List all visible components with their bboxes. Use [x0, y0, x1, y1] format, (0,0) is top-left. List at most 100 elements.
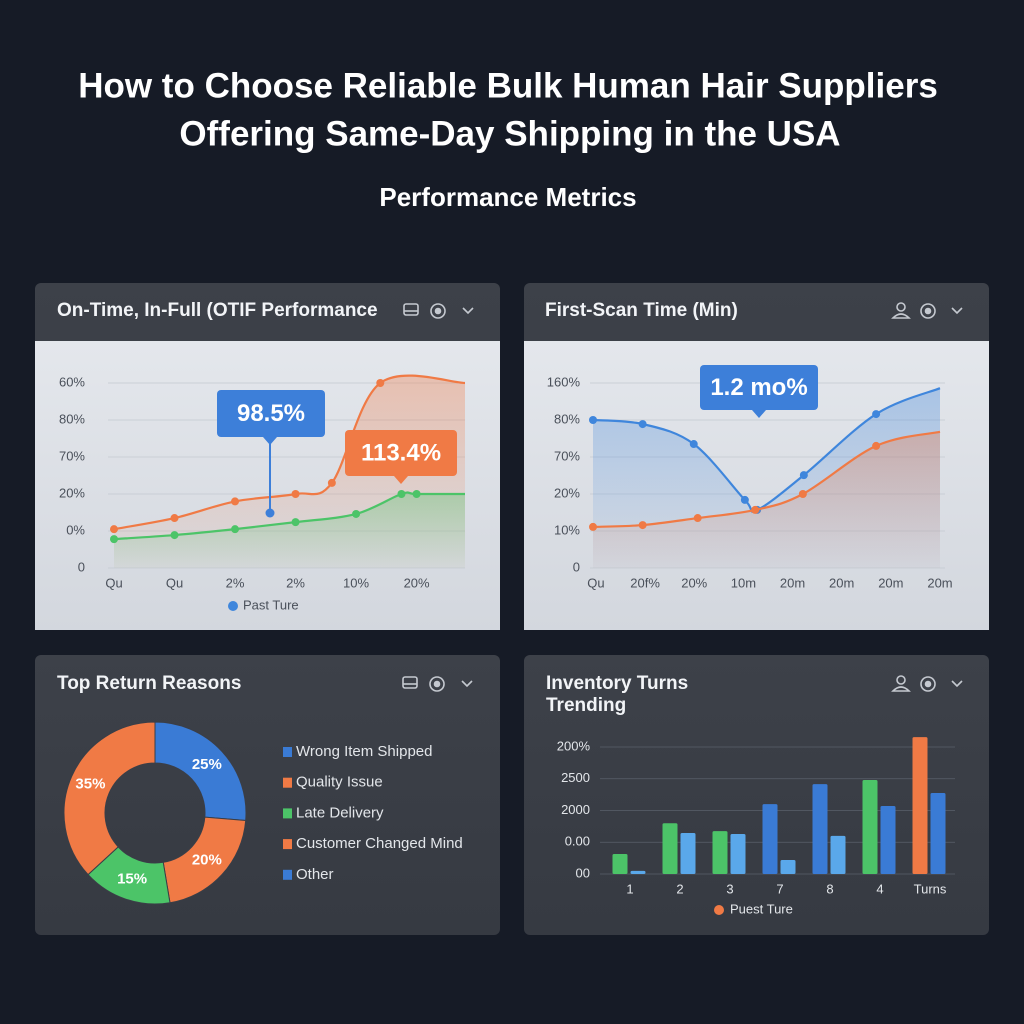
callout-box	[345, 430, 457, 476]
callout-dot	[265, 508, 275, 518]
y-tick-label: 0.00	[565, 834, 590, 849]
bar	[680, 833, 696, 874]
y-tick-label: 10%	[554, 522, 580, 537]
callout-pointer	[263, 437, 277, 445]
point	[110, 535, 118, 544]
x-tick-label: Qu	[105, 575, 122, 590]
point	[638, 420, 647, 429]
panel-title: On-Time, In-Full (OTIF Performance	[57, 300, 378, 321]
page-title: Offering Same-Day Shipping in the USA	[179, 114, 840, 153]
x-tick-label: 10m	[731, 575, 756, 590]
header-icons[interactable]	[891, 675, 963, 692]
callout-text: 98.5%	[237, 400, 305, 427]
panel-title: First-Scan Time (Min)	[545, 300, 738, 321]
y-tick-label: 00	[576, 865, 590, 880]
legend-swatch	[283, 777, 292, 788]
slice-label: 35%	[75, 776, 105, 793]
x-tick-label: Qu	[166, 575, 183, 590]
legend-label: Customer Changed Mind	[296, 835, 463, 852]
point	[638, 521, 647, 530]
callout-text: 1.2 mo%	[710, 374, 807, 401]
point	[740, 495, 749, 504]
point	[397, 490, 406, 498]
point	[412, 490, 421, 498]
callout-pointer	[394, 476, 408, 484]
panel-title: Top Return Reasons	[57, 673, 241, 694]
bar	[930, 793, 946, 874]
page-title: How to Choose Reliable Bulk Human Hair S…	[78, 66, 938, 105]
legend-label: Wrong Item Shipped	[296, 743, 432, 760]
x-tick-label: 8	[826, 881, 833, 896]
bar	[862, 780, 878, 874]
y-tick-label: 2500	[561, 770, 590, 785]
x-tick-label: 20m	[878, 575, 903, 590]
y-tick-label: 0	[78, 559, 85, 574]
x-tick-label: 1	[626, 881, 633, 896]
legend-label: Other	[296, 866, 334, 883]
point	[110, 525, 118, 534]
point	[589, 522, 597, 531]
y-tick-label: 20%	[59, 485, 85, 500]
y-tick-label: 80%	[59, 411, 85, 426]
callout-box	[700, 365, 818, 410]
x-tick-label: 2	[676, 881, 683, 896]
legend-label: Quality Issue	[296, 774, 383, 791]
y-tick-label: 70%	[59, 448, 85, 463]
legend-dot	[714, 905, 724, 915]
y-tick-label: 60%	[59, 374, 85, 389]
y-tick-label: 80%	[554, 411, 580, 426]
point	[799, 471, 808, 480]
area	[114, 492, 465, 568]
point	[170, 514, 179, 523]
x-tick-label: 3	[726, 881, 733, 896]
x-tick-label: 20m	[780, 575, 805, 590]
legend-swatch	[283, 808, 292, 819]
x-tick-label: 20f%	[630, 575, 660, 590]
legend-swatch	[283, 747, 292, 757]
x-tick-label: 20m	[829, 575, 854, 590]
point	[693, 514, 702, 523]
y-tick-label: 2000	[561, 802, 590, 817]
point	[327, 478, 336, 487]
legend-label: Puest Ture	[730, 901, 793, 916]
point	[170, 531, 179, 540]
slice-label: 20%	[192, 852, 222, 869]
point	[376, 379, 385, 387]
point	[872, 441, 881, 450]
point	[352, 509, 361, 518]
point	[291, 490, 300, 498]
x-tick-label: 20%	[404, 575, 430, 590]
point	[689, 440, 698, 449]
x-tick-label: 20%	[681, 575, 707, 590]
bar	[880, 806, 896, 874]
legend-label: Past Ture	[243, 597, 299, 612]
bar	[830, 835, 846, 874]
y-tick-label: 160%	[547, 374, 581, 389]
point	[751, 505, 760, 514]
point	[231, 525, 240, 534]
x-tick-label: 20m	[927, 575, 952, 590]
x-tick-label: 10%	[343, 575, 369, 590]
panel-title: Trending	[546, 695, 626, 716]
donut-slice	[63, 721, 156, 876]
point	[231, 497, 240, 506]
callout-text: 113.4%	[361, 439, 441, 466]
panel-title: Inventory Turns	[546, 673, 688, 694]
bar	[812, 784, 828, 874]
header-icons[interactable]	[891, 302, 963, 319]
x-tick-label: 2%	[286, 575, 305, 590]
x-tick-label: 4	[876, 881, 883, 896]
page-subtitle: Performance Metrics	[379, 182, 636, 212]
legend-swatch	[283, 839, 292, 850]
y-tick-label: 200%	[557, 738, 591, 753]
legend-swatch	[283, 869, 292, 880]
point	[291, 518, 300, 527]
bar	[612, 853, 628, 874]
y-tick-label: 20%	[554, 485, 580, 500]
area	[593, 431, 940, 568]
bar	[730, 833, 746, 874]
header-icons[interactable]	[403, 303, 474, 319]
header-icons[interactable]	[402, 676, 473, 692]
callout-box	[217, 390, 325, 437]
